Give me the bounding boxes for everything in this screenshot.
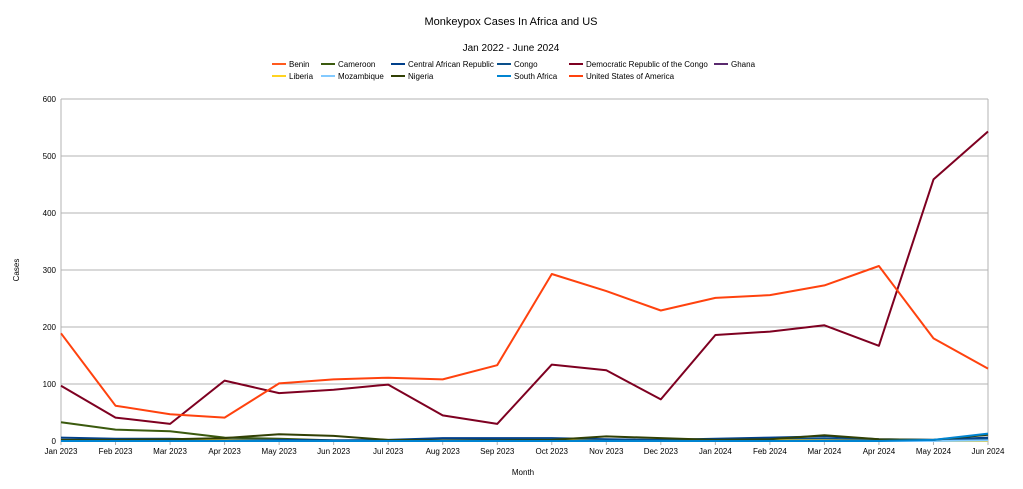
legend-item: Cameroon	[321, 60, 375, 69]
y-tick-label: 300	[43, 266, 57, 275]
legend-item: Nigeria	[391, 72, 434, 81]
legend-item: South Africa	[497, 72, 558, 81]
series-lines	[60, 130, 989, 442]
x-axis-label: Month	[512, 468, 534, 477]
x-axis-ticks: Jan 2023 Feb 2023 Mar 2023 Apr 2023 May 2023…	[45, 441, 1005, 456]
x-tick-label: Jul 2023	[373, 447, 404, 456]
legend-item: Benin	[272, 60, 309, 69]
x-tick-label: Nov 2023	[589, 447, 624, 456]
x-tick-label: Oct 2023	[536, 447, 569, 456]
x-tick-label: Feb 2024	[753, 447, 787, 456]
y-axis-label: Cases	[12, 259, 21, 282]
y-tick-label: 0	[52, 437, 57, 446]
legend-label: Ghana	[731, 60, 756, 69]
x-tick-label: Dec 2023	[644, 447, 679, 456]
chart-subtitle: Jan 2022 - June 2024	[463, 43, 560, 54]
legend-label: Democratic Republic of the Congo	[586, 60, 708, 69]
y-tick-label: 100	[43, 380, 57, 389]
legend-item: Liberia	[272, 72, 314, 81]
x-tick-label: May 2024	[916, 447, 952, 456]
legend-label: Mozambique	[338, 72, 384, 81]
y-tick-label: 500	[43, 152, 57, 161]
y-axis-ticks: 0 100 200 300 400 500 600	[43, 95, 57, 446]
x-tick-label: Jan 2024	[699, 447, 732, 456]
legend-item: Ghana	[714, 60, 756, 69]
x-tick-label: Feb 2023	[99, 447, 133, 456]
legend-item: Central African Republic	[391, 60, 494, 69]
legend-item: United States of America	[569, 72, 675, 81]
y-tick-label: 600	[43, 95, 57, 104]
x-tick-label: Mar 2023	[153, 447, 187, 456]
series-line-democratic-republic-of-the-congo	[60, 130, 989, 425]
legend-label: Nigeria	[408, 72, 434, 81]
legend-label: Congo	[514, 60, 538, 69]
y-tick-label: 400	[43, 209, 57, 218]
legend-item: Mozambique	[321, 72, 384, 81]
series-line-united-states-of-america	[60, 265, 989, 419]
series-line-south-africa	[61, 432, 989, 442]
gridlines	[60, 98, 989, 442]
legend-label: Cameroon	[338, 60, 375, 69]
x-tick-label: Jun 2024	[972, 447, 1005, 456]
legend-item: Democratic Republic of the Congo	[569, 60, 708, 69]
x-tick-label: Sep 2023	[480, 447, 515, 456]
legend-label: Liberia	[289, 72, 314, 81]
legend-label: South Africa	[514, 72, 558, 81]
legend-label: Benin	[289, 60, 309, 69]
x-tick-label: Apr 2023	[208, 447, 241, 456]
legend-label: United States of America	[586, 72, 675, 81]
x-tick-label: May 2023	[262, 447, 298, 456]
legend-label: Central African Republic	[408, 60, 494, 69]
x-tick-label: Jan 2023	[45, 447, 78, 456]
chart-title: Monkeypox Cases In Africa and US	[424, 16, 597, 28]
x-tick-label: Aug 2023	[426, 447, 461, 456]
legend-item: Congo	[497, 60, 538, 69]
x-tick-label: Jun 2023	[317, 447, 350, 456]
x-tick-label: Apr 2024	[863, 447, 896, 456]
x-tick-label: Mar 2024	[808, 447, 842, 456]
y-tick-label: 200	[43, 323, 57, 332]
legend: Benin Cameroon Central African Republic Con…	[272, 60, 756, 81]
